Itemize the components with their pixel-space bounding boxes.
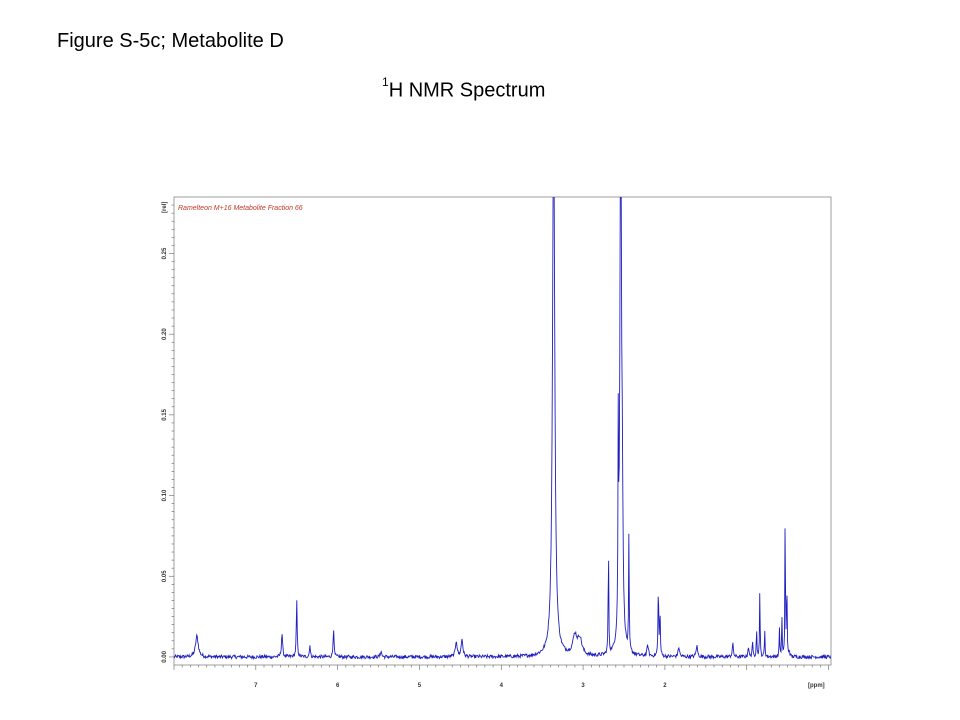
plot-frame [173, 196, 832, 666]
x-tick-label: 6 [336, 683, 340, 689]
y-tick-label: 0.00 [162, 650, 168, 662]
y-tick-label: 0.10 [162, 489, 168, 501]
x-tick-label: 7 [254, 683, 258, 689]
spectrum-annotation: Ramelteon M+16 Metabolite Fraction 66 [178, 205, 303, 212]
x-tick-label: 2 [663, 683, 667, 689]
y-tick-label: 0.05 [162, 570, 168, 582]
x-tick-label: 3 [581, 683, 585, 689]
y-axis: 0.00 0.05 0.10 0.15 0.20 0.25 [162, 204, 174, 663]
x-tick-label: 4 [500, 683, 504, 689]
y-axis-label: [rel] [162, 202, 168, 213]
y-tick-label: 0.25 [162, 247, 168, 259]
spectrum-title: 1H NMR Spectrum [382, 75, 546, 103]
y-tick-label: 0.15 [162, 408, 168, 420]
spectrum-line [174, 197, 831, 661]
y-tick-label: 0.20 [162, 328, 168, 340]
spectrum-title-text: H NMR Spectrum [388, 79, 546, 102]
figure-title: Figure S-5c; Metabolite D [57, 30, 284, 52]
x-axis: 7 6 5 4 3 2 [173, 665, 829, 689]
x-axis-label: [ppm] [808, 683, 825, 689]
spectrum-title-superscript: 1 [382, 75, 389, 89]
x-tick-label: 5 [418, 683, 422, 689]
